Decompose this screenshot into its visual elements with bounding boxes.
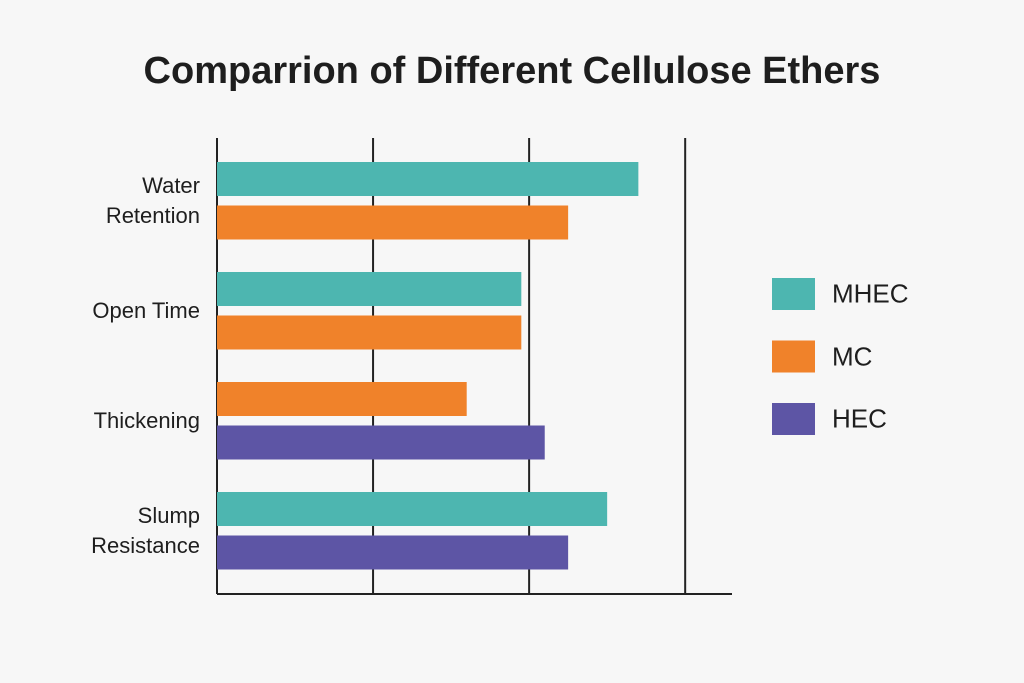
legend-label: MHEC	[832, 278, 909, 309]
legend-swatch	[772, 403, 815, 435]
bar	[217, 492, 608, 526]
bar	[217, 425, 545, 460]
y-tick-label: Open Time	[92, 297, 200, 323]
bar	[217, 162, 639, 196]
chart-title: Comparrion of Different Cellulose Ethers	[143, 50, 881, 92]
bar	[217, 535, 569, 570]
legend-label: MC	[832, 341, 873, 371]
bar	[217, 205, 569, 240]
bar	[217, 315, 522, 350]
bar	[217, 382, 467, 416]
legend-swatch	[772, 340, 815, 373]
legend-swatch	[772, 278, 815, 310]
y-tick-label: Thickening	[93, 407, 200, 433]
bar	[217, 272, 522, 306]
y-tick-label: Water Retention	[105, 172, 200, 228]
legend-label: HEC	[832, 403, 887, 434]
y-tick-label: Slump Resistance	[91, 502, 200, 558]
